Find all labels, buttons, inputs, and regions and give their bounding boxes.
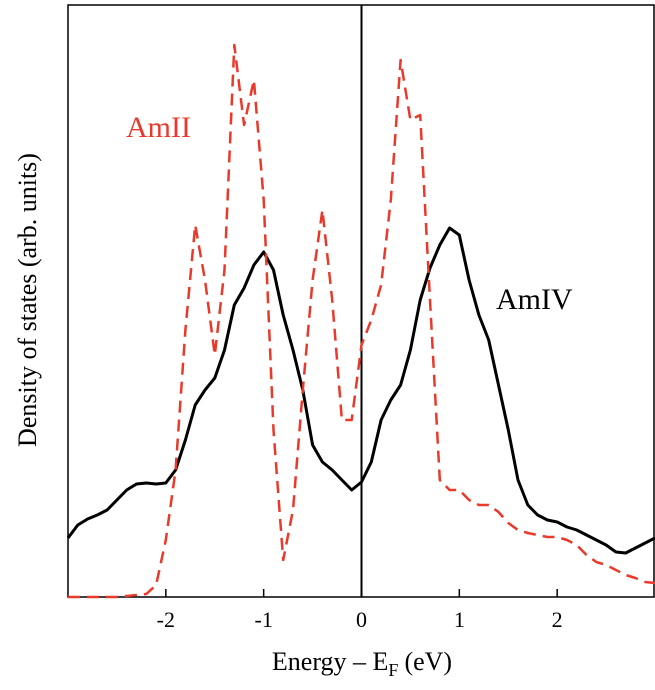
x-tick-label: -1	[255, 607, 273, 632]
x-label-main: Energy – E	[272, 647, 389, 676]
x-tick-label: 1	[454, 607, 465, 632]
x-tick-label: 2	[552, 607, 563, 632]
x-label-sub: F	[388, 660, 398, 680]
x-axis-label: Energy – EF (eV)	[272, 647, 452, 680]
series-label: AmII	[126, 111, 191, 144]
y-axis-label: Density of states (arb. units)	[13, 153, 42, 447]
series-label: AmIV	[496, 283, 573, 316]
series-line	[66, 226, 655, 555]
x-tick-label: 0	[356, 607, 367, 632]
x-label-unit: (eV)	[404, 647, 452, 676]
x-tick-label: -2	[157, 607, 175, 632]
series-line	[68, 43, 655, 599]
